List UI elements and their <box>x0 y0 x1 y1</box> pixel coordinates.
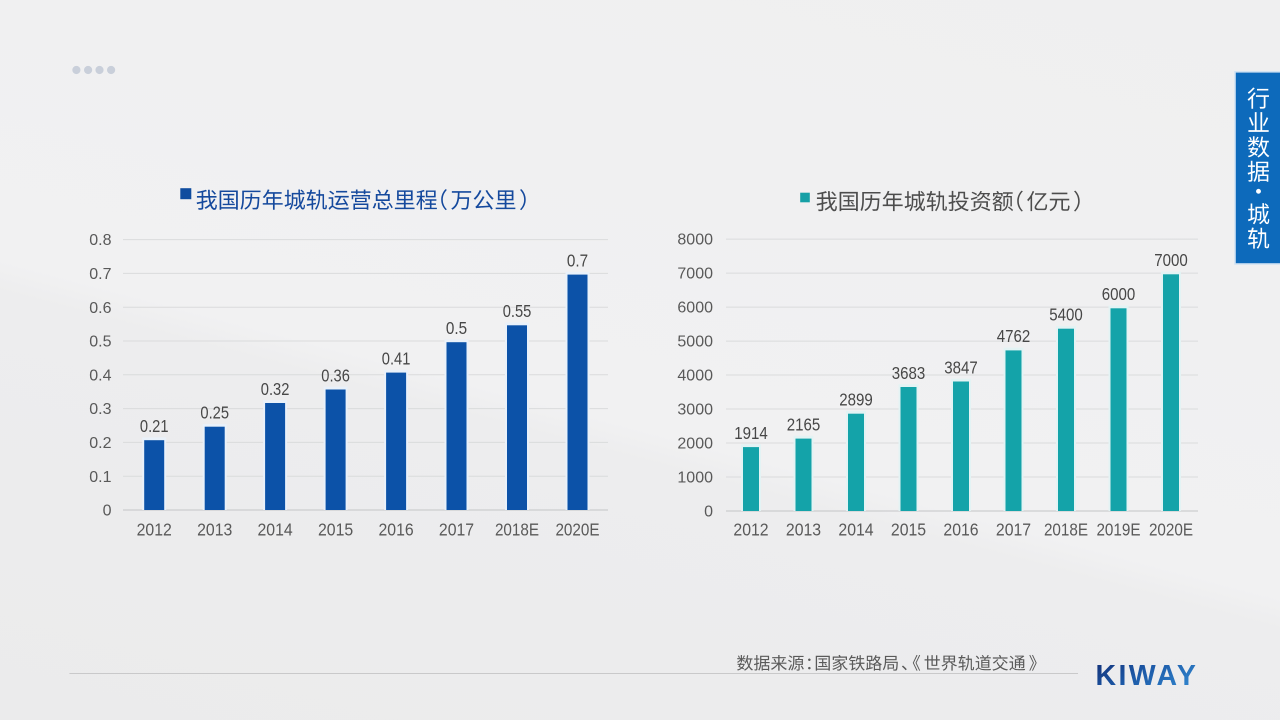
svg-text:0.5: 0.5 <box>446 318 467 338</box>
svg-text:0.7: 0.7 <box>567 250 588 270</box>
svg-text:2020E: 2020E <box>1149 520 1193 540</box>
svg-text:0.3: 0.3 <box>89 401 111 418</box>
svg-text:2019E: 2019E <box>1096 520 1140 540</box>
svg-text:2014: 2014 <box>838 520 873 540</box>
svg-text:2016: 2016 <box>943 520 978 540</box>
svg-text:6000: 6000 <box>677 300 713 317</box>
svg-text:2016: 2016 <box>379 520 414 540</box>
svg-text:2017: 2017 <box>996 520 1031 540</box>
svg-text:2012: 2012 <box>733 520 768 540</box>
svg-text:3683: 3683 <box>892 363 926 383</box>
svg-text:0: 0 <box>103 503 112 520</box>
svg-text:0.6: 0.6 <box>89 300 111 317</box>
svg-text:0.5: 0.5 <box>89 334 111 351</box>
svg-text:6000: 6000 <box>1102 284 1136 304</box>
svg-text:0.2: 0.2 <box>89 435 111 452</box>
svg-text:8000: 8000 <box>677 232 713 249</box>
svg-text:0.1: 0.1 <box>89 469 111 486</box>
svg-text:0.8: 0.8 <box>89 232 111 249</box>
svg-text:2165: 2165 <box>787 414 821 434</box>
svg-text:2012: 2012 <box>137 520 172 540</box>
svg-text:7000: 7000 <box>1154 250 1188 270</box>
svg-text:4000: 4000 <box>677 368 713 385</box>
svg-text:2017: 2017 <box>439 520 474 540</box>
svg-text:5000: 5000 <box>677 334 713 351</box>
svg-text:0.41: 0.41 <box>382 348 411 368</box>
svg-text:2014: 2014 <box>258 520 293 540</box>
svg-text:2000: 2000 <box>677 436 713 453</box>
svg-text:1914: 1914 <box>734 423 768 443</box>
svg-text:2899: 2899 <box>839 390 873 410</box>
svg-text:0.55: 0.55 <box>503 301 532 321</box>
svg-text:0.21: 0.21 <box>140 416 169 436</box>
svg-text:5400: 5400 <box>1049 305 1083 325</box>
svg-text:2015: 2015 <box>318 520 353 540</box>
svg-text:3000: 3000 <box>677 402 713 419</box>
svg-text:2013: 2013 <box>197 520 232 540</box>
svg-text:0.7: 0.7 <box>89 266 111 283</box>
svg-text:7000: 7000 <box>677 266 713 283</box>
svg-text:0: 0 <box>704 504 713 521</box>
svg-text:3847: 3847 <box>944 357 978 377</box>
svg-text:2018E: 2018E <box>1044 520 1088 540</box>
svg-text:2020E: 2020E <box>555 520 599 540</box>
svg-text:KIWAY: KIWAY <box>1096 660 1199 692</box>
svg-text:2013: 2013 <box>786 520 821 540</box>
svg-text:0.25: 0.25 <box>200 403 229 423</box>
svg-text:0.36: 0.36 <box>321 365 350 385</box>
svg-text:4762: 4762 <box>997 326 1031 346</box>
svg-text:0.32: 0.32 <box>261 379 290 399</box>
svg-text:0.4: 0.4 <box>89 367 111 384</box>
svg-text:2015: 2015 <box>891 520 926 540</box>
svg-text:1000: 1000 <box>677 470 713 487</box>
svg-text:2018E: 2018E <box>495 520 539 540</box>
